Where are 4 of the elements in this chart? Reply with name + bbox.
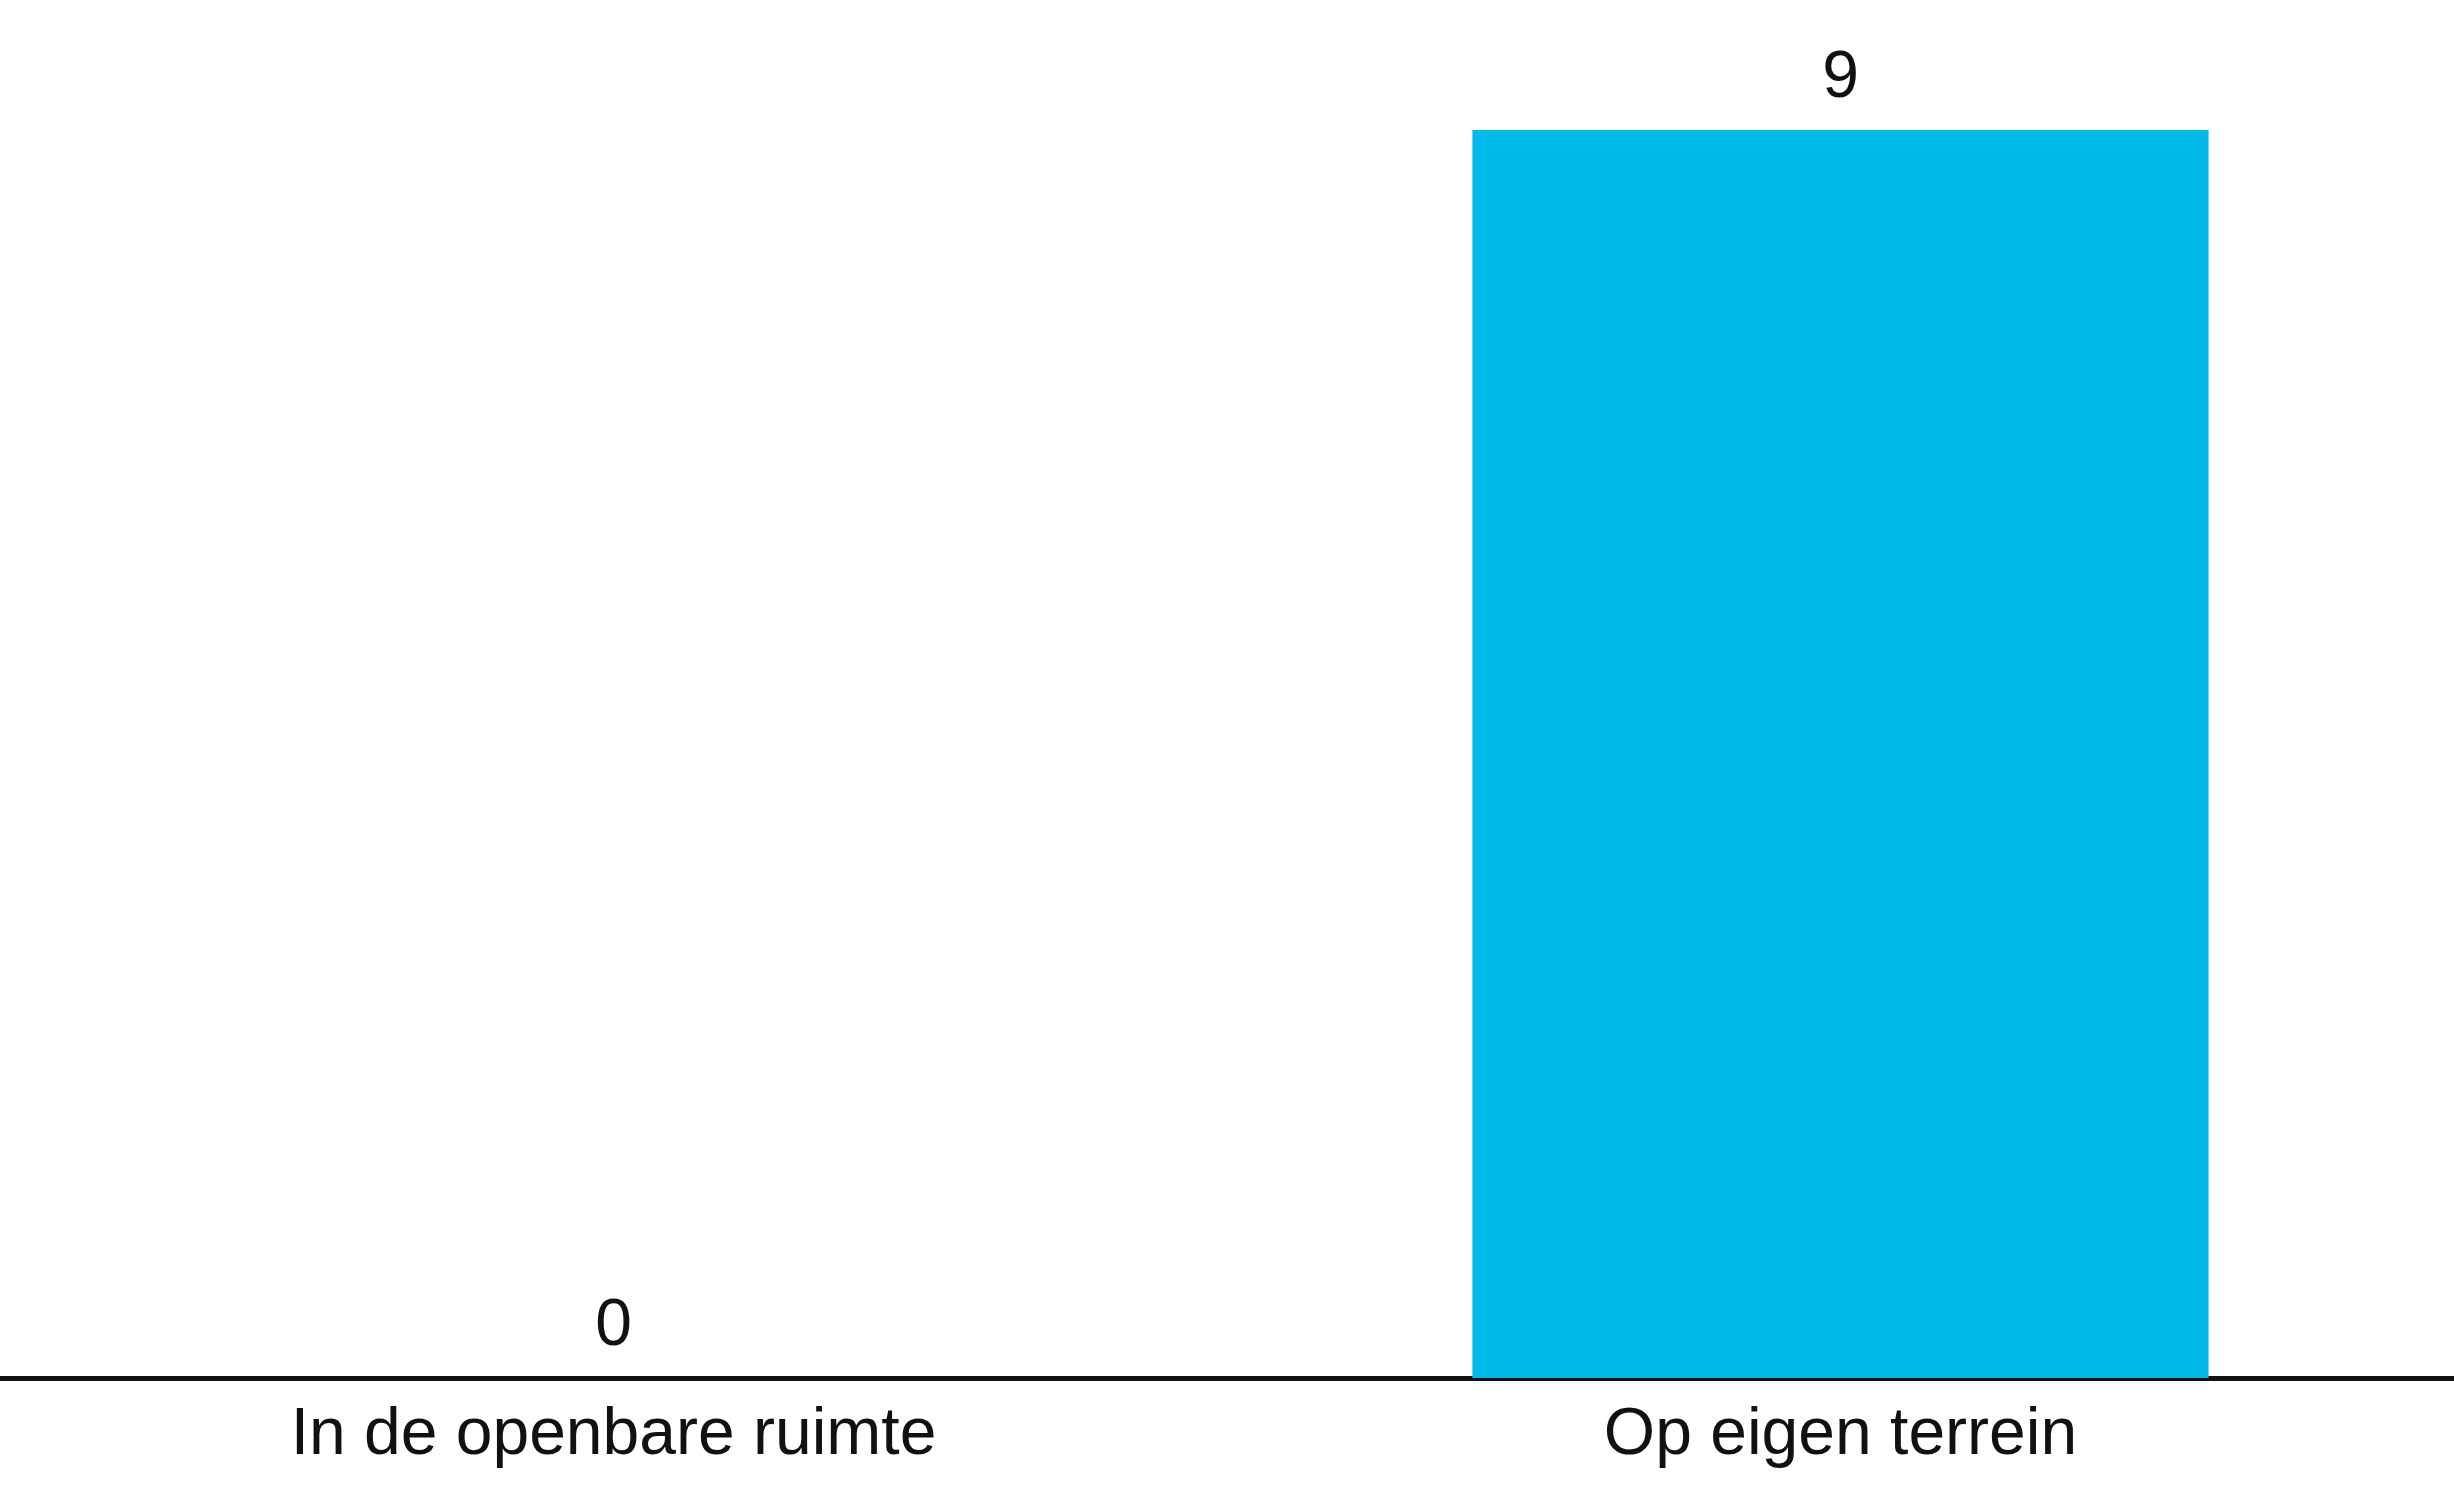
data-label: 9 [1822,37,1859,112]
data-label: 0 [595,1285,632,1360]
x-tick-label: Op eigen terrein [1603,1394,2078,1469]
x-tick-label: In de openbare ruimte [290,1394,937,1469]
